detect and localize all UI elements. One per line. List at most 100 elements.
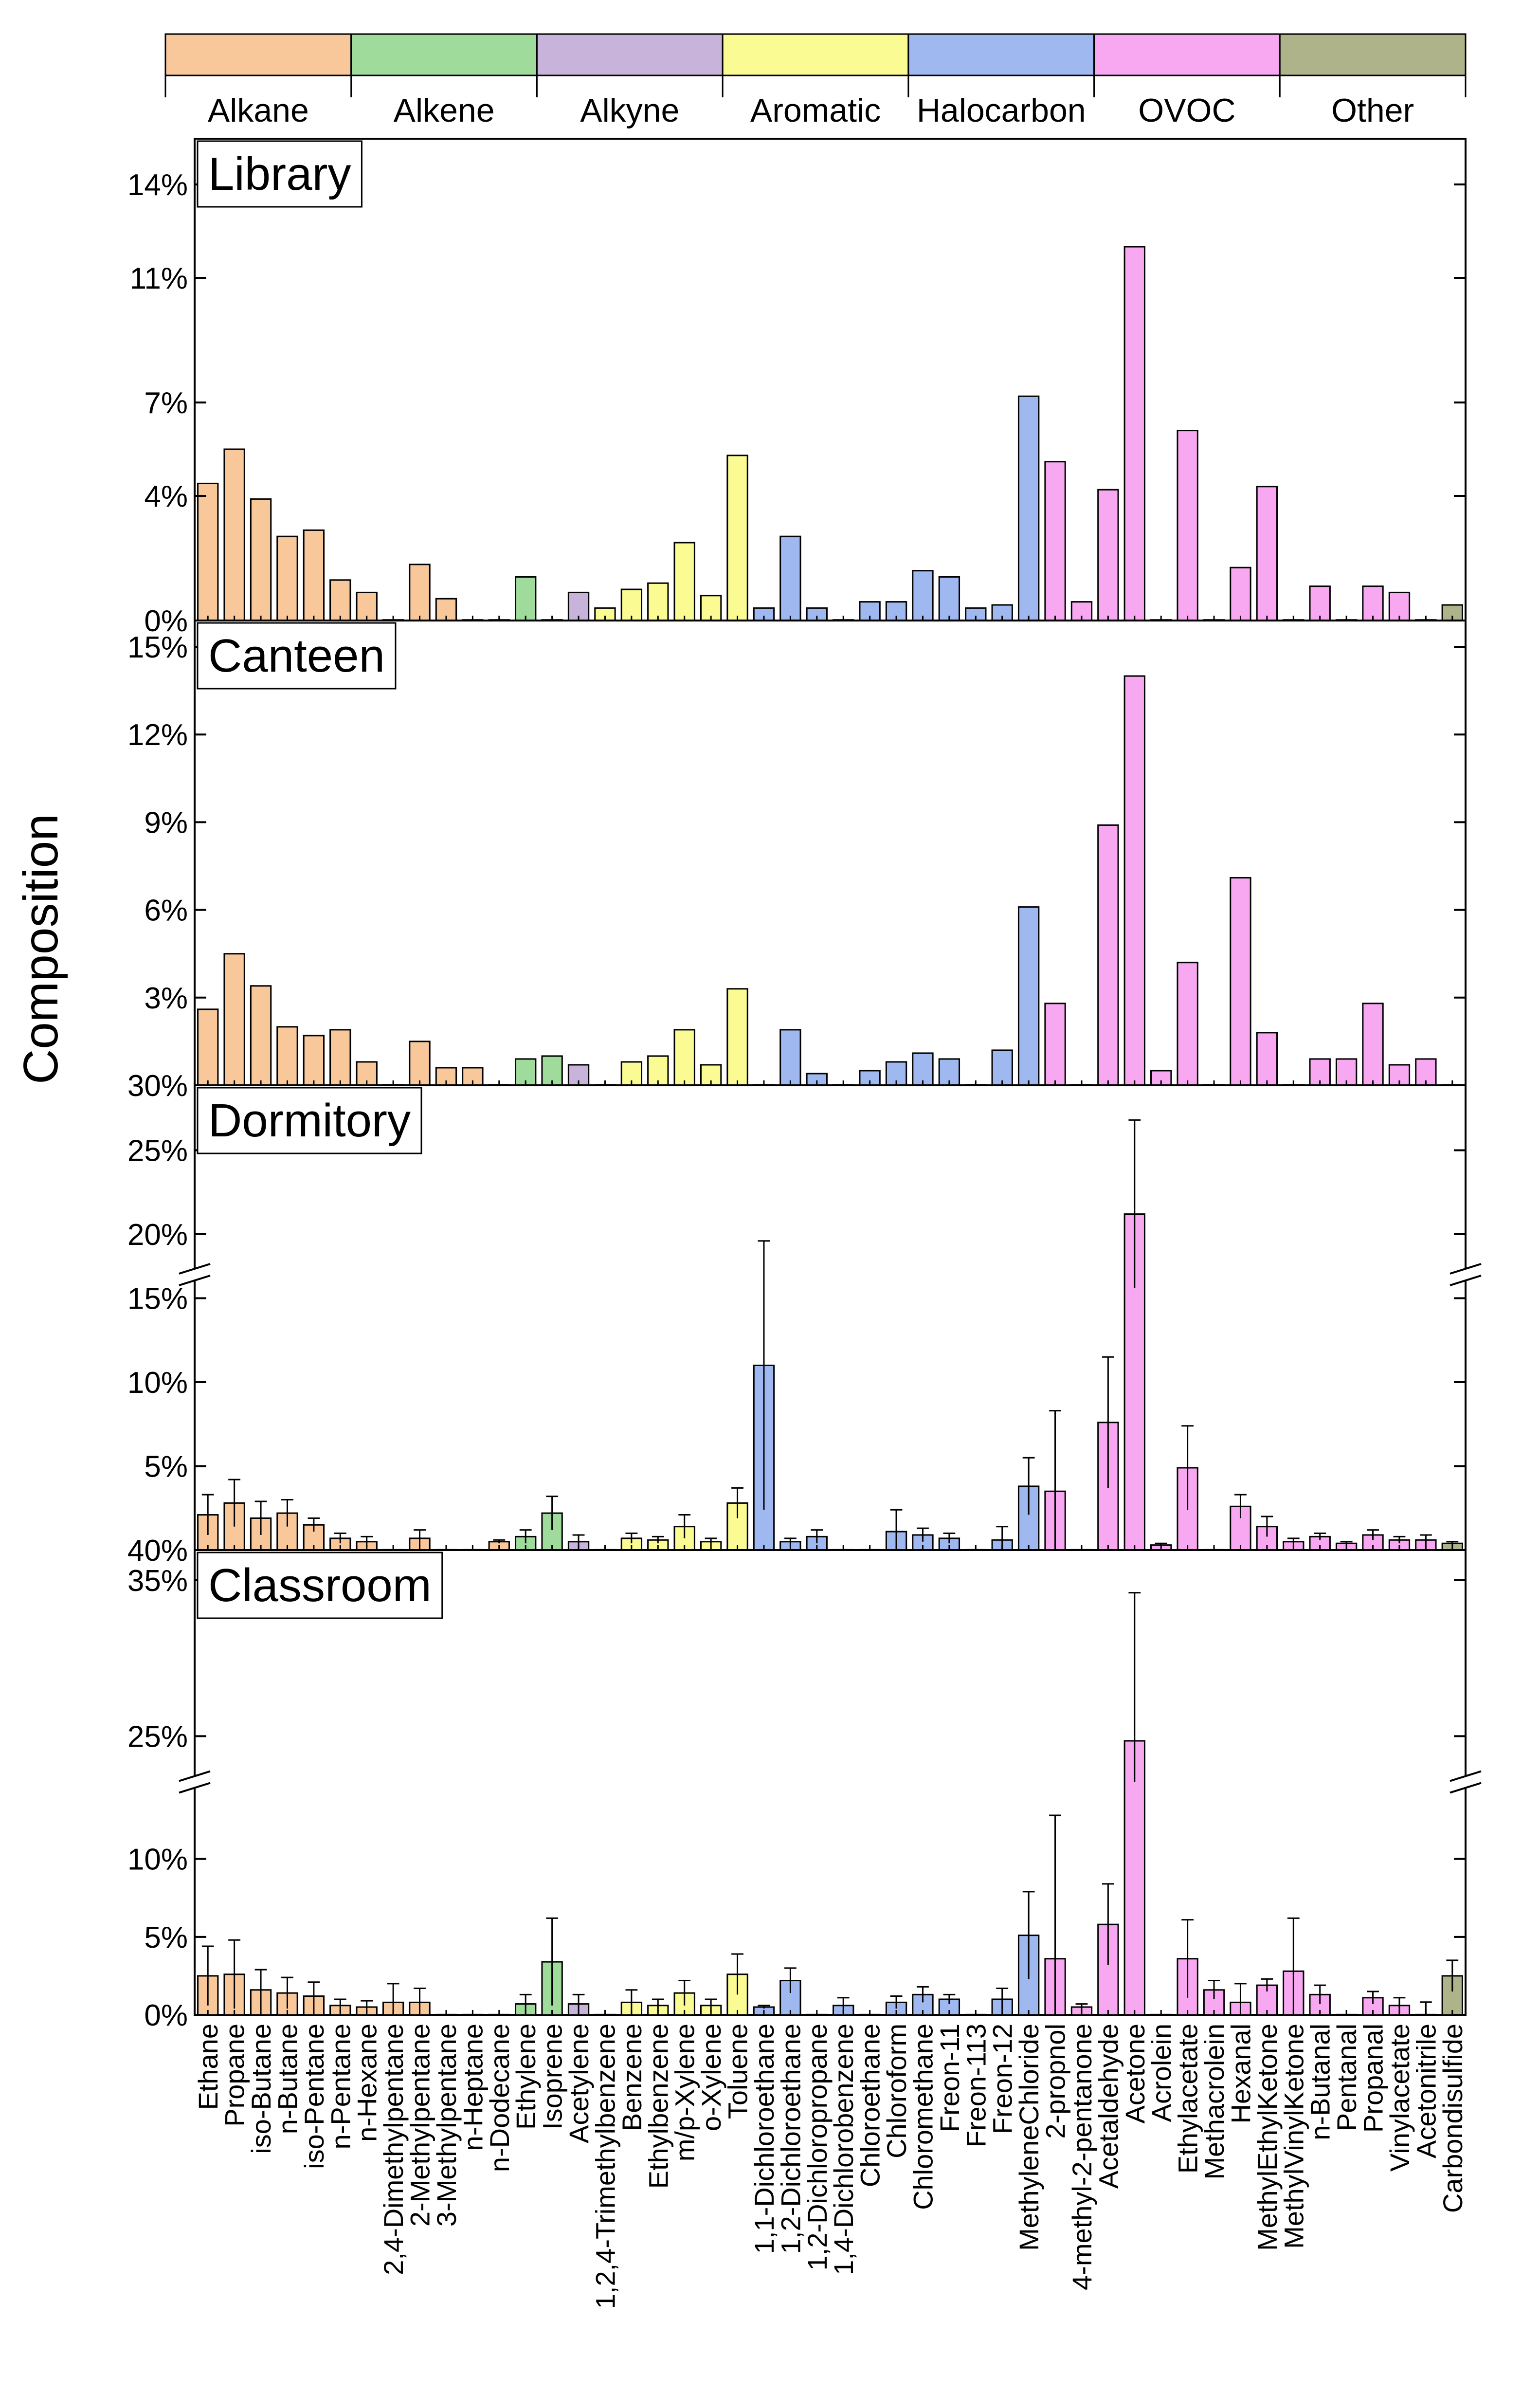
bar-0-32 — [1044, 461, 1066, 621]
x-category-label-31: MethyleneChloride — [1014, 2024, 1044, 2251]
x-category-label-15: 1,2,4-Trimethylbenzene — [590, 2024, 620, 2309]
x-category-label-46: Acetonitrile — [1411, 2024, 1441, 2158]
x-category-label-47: Carbondisulfide — [1437, 2024, 1468, 2213]
bar-0-37 — [1177, 430, 1198, 621]
x-category-label-1: Propane — [219, 2024, 250, 2127]
x-category-label-33: 4-methyl-2-pentanone — [1067, 2024, 1097, 2290]
axis-break-mask-3-1 — [1451, 1776, 1480, 1788]
y-tick-label-1-1: 3% — [144, 982, 188, 1015]
x-category-label-20: Toluene — [723, 2024, 753, 2119]
y-tick-label-3-2: 10% — [127, 1843, 188, 1877]
x-category-label-12: Ethylene — [510, 2024, 541, 2130]
y-tick-label-3-0: 0% — [144, 1999, 188, 2032]
bar-0-1 — [223, 448, 245, 621]
bar-0-2 — [250, 498, 272, 621]
bar-0-35 — [1123, 246, 1145, 621]
y-tick-label-0-2: 7% — [144, 386, 188, 420]
bar-0-22 — [779, 535, 801, 621]
x-category-label-0: Ethane — [193, 2024, 223, 2110]
x-category-label-9: 3-Methylpentane — [431, 2024, 462, 2227]
x-category-label-30: Freon-12 — [987, 2024, 1018, 2134]
group-swatch-4 — [907, 33, 1095, 76]
bar-0-27 — [912, 570, 934, 621]
bar-0-18 — [673, 542, 695, 621]
bar-1-17 — [647, 1055, 669, 1086]
bar-0-30 — [991, 604, 1013, 621]
group-label-2: Alkyne — [580, 92, 679, 129]
bar-1-13 — [541, 1055, 563, 1086]
bar-1-10 — [462, 1067, 484, 1086]
bar-0-31 — [1017, 395, 1040, 621]
axis-break-mask-2-0 — [180, 1269, 209, 1280]
x-category-label-40: MethylEthylKetone — [1252, 2024, 1283, 2251]
group-swatch-2 — [536, 33, 724, 76]
panel-frame-3 — [194, 1549, 1467, 2016]
bar-1-30 — [991, 1049, 1013, 1086]
bar-0-6 — [356, 591, 378, 621]
y-tick-label-0-3: 11% — [130, 262, 188, 295]
group-label-4: Halocarbon — [917, 92, 1086, 129]
group-label-6: Other — [1331, 92, 1414, 129]
group-label-3: Aromatic — [750, 92, 881, 129]
bar-0-3 — [276, 535, 298, 621]
axis-break-mask-3-0 — [180, 1776, 209, 1788]
bar-0-44 — [1362, 585, 1384, 621]
x-category-label-25: Chloroethane — [855, 2024, 886, 2187]
y-tick-label-2-5: 25% — [127, 1134, 188, 1168]
bar-1-32 — [1044, 1003, 1066, 1086]
panel-title-2: Dormitory — [208, 1095, 411, 1147]
bar-1-39 — [1230, 877, 1251, 1086]
y-tick-label-1-3: 9% — [144, 806, 188, 840]
x-category-label-3: n-Butane — [272, 2024, 303, 2134]
y-tick-label-0-4: 14% — [127, 168, 188, 202]
y-tick-label-1-4: 12% — [127, 718, 188, 752]
bar-1-37 — [1177, 962, 1198, 1086]
x-category-label-22: 1,2-Dichloroethane — [775, 2024, 806, 2254]
y-tick-label-2-3: 15% — [127, 1282, 188, 1316]
x-category-label-4: iso-Pentane — [299, 2024, 329, 2169]
bar-1-5 — [329, 1029, 351, 1086]
bar-1-2 — [250, 985, 272, 1086]
x-category-label-10: n-Heptane — [457, 2024, 488, 2151]
x-category-label-11: n-Dodecane — [484, 2024, 515, 2172]
x-category-label-5: n-Pentane — [325, 2024, 356, 2149]
bar-1-18 — [673, 1029, 695, 1086]
panel-title-3: Classroom — [208, 1559, 432, 1611]
y-tick-label-3-4: 35% — [127, 1564, 188, 1598]
x-category-label-44: Propanal — [1358, 2024, 1389, 2133]
y-tick-label-3-3: 25% — [127, 1720, 188, 1754]
x-category-label-45: Vinylacetate — [1384, 2024, 1415, 2172]
x-category-label-29: Freon-113 — [960, 2024, 991, 2147]
panel-title-box-3 — [197, 1552, 443, 1619]
y-tick-label-1-5: 15% — [127, 631, 188, 664]
x-category-label-14: Acetylene — [563, 2024, 594, 2143]
x-category-label-26: Chloroform — [881, 2024, 912, 2158]
axis-break-mark-3-0-b — [179, 1782, 211, 1794]
axis-break-mask-2-1 — [1451, 1269, 1480, 1280]
bar-0-28 — [938, 576, 960, 621]
x-category-label-36: Acrolein — [1146, 2024, 1177, 2122]
x-category-label-21: 1,1-Dichloroethane — [749, 2024, 779, 2254]
y-tick-label-1-2: 6% — [144, 894, 188, 928]
x-category-label-8: 2-Methylpentane — [405, 2024, 435, 2227]
bar-0-17 — [647, 582, 669, 621]
x-category-label-18: m/p-Xylene — [670, 2024, 700, 2161]
axis-break-mark-2-1-a — [1449, 1263, 1482, 1275]
bar-1-23 — [806, 1073, 828, 1086]
panel-title-box-2 — [197, 1087, 422, 1154]
panel-title-box-0 — [197, 140, 362, 208]
panel-frame-2 — [194, 1084, 1467, 1551]
axis-break-mark-2-0-a — [179, 1263, 211, 1275]
bar-0-42 — [1309, 585, 1331, 621]
group-label-0: Alkane — [208, 92, 309, 129]
bar-1-40 — [1256, 1032, 1278, 1086]
panel-frame-1 — [194, 620, 1467, 1086]
bar-0-4 — [303, 529, 325, 621]
axis-break-mark-3-1-a — [1449, 1770, 1482, 1782]
bar-3-35 — [1123, 1740, 1145, 2016]
bar-0-5 — [329, 579, 351, 621]
y-axis-title: Composition — [14, 814, 68, 1084]
bar-1-35 — [1123, 675, 1145, 1086]
group-swatch-3 — [722, 33, 909, 76]
